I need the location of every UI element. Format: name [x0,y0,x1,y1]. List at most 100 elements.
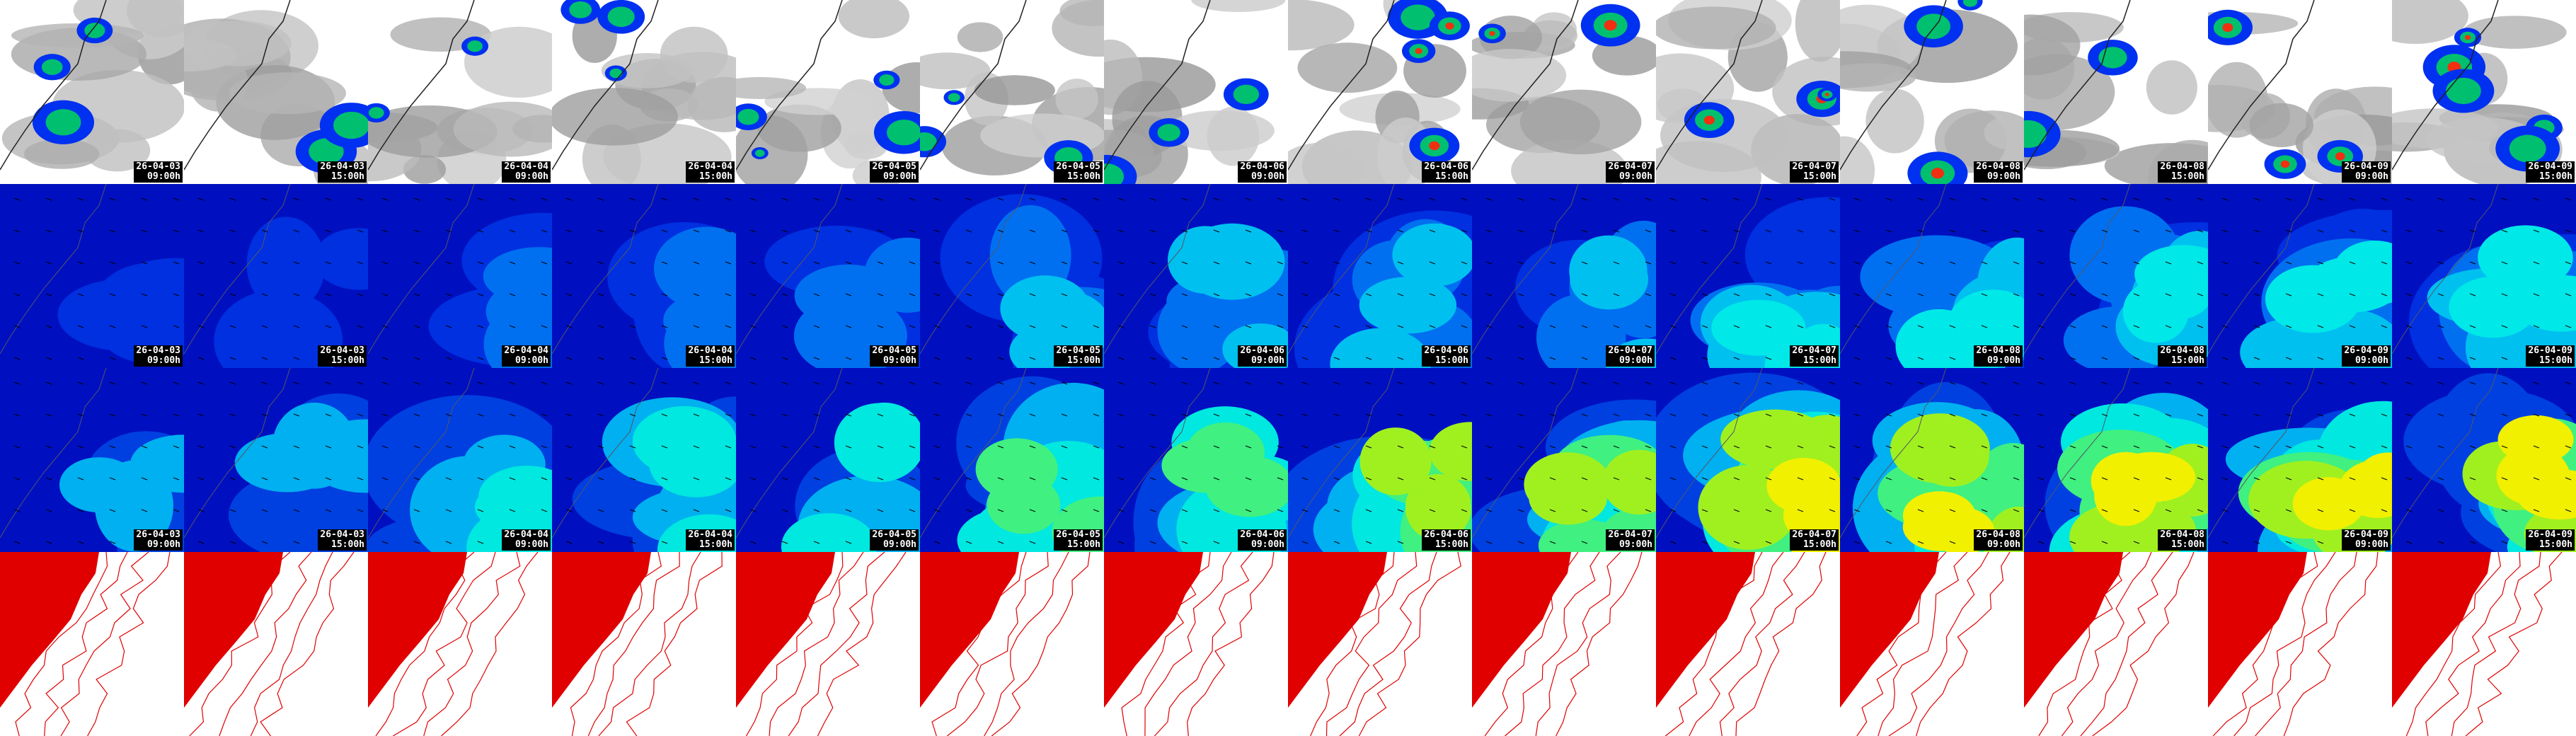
wind-arrow [1917,197,1924,201]
wind-arrow [1885,357,1892,360]
wind-arrow [1365,197,1372,201]
wind-arrow [877,325,884,328]
wind-arrow [2437,509,2444,512]
wind-arrow [965,325,972,328]
wind-arrow [1797,293,1804,297]
wind-arrow [477,445,484,449]
wind-arrow [965,445,972,449]
contour [2038,552,2131,736]
wind-arrow [2253,541,2260,544]
wind-arrow [845,509,852,512]
wind-arrow [445,261,452,265]
wind-arrow [1517,261,1524,265]
wind-arrow [2013,445,2020,449]
wind-arrow [1613,293,1620,297]
wind-arrow [725,197,732,201]
wind-arrow [1645,413,1652,417]
wind-arrow [909,293,916,297]
wind-arrow [1669,325,1677,328]
wind-arrow [261,381,268,385]
wind-arrow [1701,197,1708,201]
wind-arrow [781,477,788,481]
wind-arrow [381,477,389,481]
wind-arrow [1301,477,1309,481]
wind-arrow [13,381,21,385]
map-tile: 26-04-09 15:00h [2392,184,2576,368]
map-tile: 26-04-05 15:00h [920,0,1104,184]
wind-arrow [13,261,21,265]
wind-arrow [997,197,1004,201]
wind-arrow [1917,413,1924,417]
wind-arrow [781,541,788,544]
wind-arrow [2133,541,2140,544]
wind-arrow [1853,197,1861,201]
wind-arrow [1853,325,1861,328]
map-image [552,0,736,184]
map-tile: 26-04-05 09:00h [736,0,920,184]
wind-arrow [2437,357,2444,360]
coastline [1656,368,1763,539]
coastline [368,0,475,171]
terrain [184,552,283,708]
wind-arrow [2069,381,2076,385]
timestamp-time: 15:00h [331,171,364,182]
wind-arrow [1093,509,1100,512]
wind-arrow [1149,413,1156,417]
wind-arrow [2197,293,2204,297]
timestamp: 26-04-04 09:00h [502,529,551,551]
timestamp: 26-04-05 15:00h [1054,529,1103,551]
wind-arrow [1701,381,1708,385]
wind-arrow [1029,413,1036,417]
timestamp: 26-04-06 15:00h [1422,345,1471,367]
map-image [0,184,184,368]
wind-arrow [997,477,1004,481]
wind-arrow [1981,261,1988,265]
wind-arrow [2565,381,2572,385]
timestamp-date: 26-04-04 [504,345,548,356]
rain [41,59,63,75]
wind-arrow [1061,293,1068,297]
map-image [2024,368,2208,552]
wind-arrow [597,413,604,417]
wind-arrow [2469,293,2476,297]
wind-arrow [2013,325,2020,328]
map-image [1840,368,2024,552]
wind-arrow [965,229,972,233]
wind-arrow [293,229,300,233]
wind-arrow [1333,197,1340,201]
timestamp-time: 09:00h [1987,355,2020,366]
wind-arrow [2101,445,2108,449]
wind-arrow [1613,445,1620,449]
wind-arrow [109,197,116,201]
coastline [184,184,291,355]
wind-arrow [1765,477,1772,481]
timestamp: 26-04-08 15:00h [2158,345,2207,367]
wind-arrow [749,261,757,265]
wind-arrow [565,445,573,449]
wind-arrow [1429,261,1436,265]
wind-arrow [1333,541,1340,544]
wind-arrow [1029,509,1036,512]
wind-arrow [2501,445,2508,449]
timestamp: 26-04-09 09:00h [2342,529,2391,551]
wind-arrow [2069,229,2076,233]
wind-arrow [2101,229,2108,233]
wind-arrow [1917,541,1924,544]
map-tile: 26-04-03 09:00h [0,368,184,552]
terrain [552,552,651,708]
timestamp-date: 26-04-08 [2160,529,2204,540]
wind-arrow [1549,381,1556,385]
cloud [1288,142,1366,184]
wind-arrow [2565,509,2572,512]
wind-arrow [997,229,1004,233]
wind-arrow [2405,477,2413,481]
wind-arrow [1549,541,1556,544]
wind-arrow [1645,325,1652,328]
field [1392,223,1472,287]
wind-arrow [2013,197,2020,201]
wind-arrow [2405,325,2413,328]
wind-arrow [1301,541,1309,544]
contour [2233,552,2336,736]
contour [2061,552,2152,736]
wind-arrow [2253,509,2260,512]
